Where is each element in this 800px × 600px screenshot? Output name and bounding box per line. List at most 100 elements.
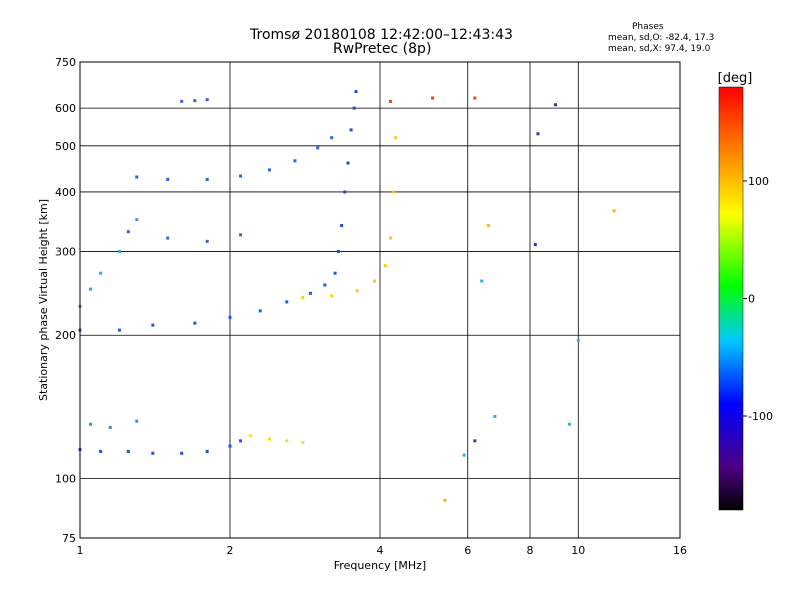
data-point bbox=[285, 439, 289, 443]
data-point bbox=[151, 451, 155, 455]
data-point bbox=[389, 236, 393, 240]
x-tick-label: 4 bbox=[377, 544, 384, 557]
data-point bbox=[336, 249, 340, 253]
y-tick-label: 600 bbox=[55, 102, 76, 115]
data-point bbox=[267, 168, 271, 172]
y-tick-label: 750 bbox=[55, 56, 76, 69]
data-point bbox=[301, 441, 305, 445]
colorbar-tick-label: 0 bbox=[748, 293, 755, 306]
data-point bbox=[166, 177, 170, 181]
data-point bbox=[239, 233, 243, 237]
colorbar-tick-labels: 100 0 -100 bbox=[743, 175, 773, 423]
y-axis-label: Stationary phase Virtual Height [km] bbox=[37, 199, 50, 401]
data-point bbox=[126, 230, 130, 234]
data-point bbox=[205, 449, 209, 453]
data-point bbox=[612, 209, 616, 213]
data-point bbox=[135, 218, 139, 222]
data-point bbox=[258, 309, 262, 313]
data-point bbox=[373, 279, 377, 283]
data-point bbox=[126, 449, 130, 453]
data-point bbox=[180, 451, 184, 455]
data-point bbox=[285, 300, 289, 304]
x-tick-label: 16 bbox=[673, 544, 687, 557]
data-point bbox=[180, 99, 184, 103]
data-point bbox=[567, 422, 571, 426]
data-point bbox=[473, 96, 477, 100]
x-tick-label: 1 bbox=[77, 544, 84, 557]
data-point bbox=[293, 159, 297, 163]
data-point bbox=[473, 439, 477, 443]
data-point bbox=[533, 243, 537, 247]
data-point bbox=[89, 422, 93, 426]
data-point bbox=[193, 99, 197, 103]
x-axis-label: Frequency [MHz] bbox=[334, 559, 426, 572]
data-point bbox=[340, 224, 344, 228]
data-point bbox=[493, 414, 497, 418]
x-tick-labels: 1 2 4 6 8 10 16 bbox=[77, 544, 688, 557]
data-point bbox=[308, 291, 312, 295]
data-point bbox=[249, 434, 253, 438]
data-point bbox=[394, 136, 398, 140]
data-point bbox=[135, 175, 139, 179]
colorbar-tick-label: 100 bbox=[748, 175, 769, 188]
data-point bbox=[330, 136, 334, 140]
phase-stats-heading: Phases bbox=[632, 22, 664, 32]
y-tick-label: 500 bbox=[55, 140, 76, 153]
colorbar bbox=[718, 86, 744, 511]
grid-lines bbox=[79, 61, 681, 539]
data-point bbox=[166, 236, 170, 240]
data-point bbox=[553, 103, 557, 107]
data-point bbox=[486, 224, 490, 228]
x-tick-label: 2 bbox=[227, 544, 234, 557]
data-point bbox=[536, 132, 540, 136]
data-point bbox=[228, 444, 232, 448]
data-point bbox=[333, 271, 337, 275]
data-point bbox=[117, 328, 121, 332]
y-tick-label: 300 bbox=[55, 245, 76, 258]
phase-stats-o: mean, sd,O: -82.4, 17.3 bbox=[608, 33, 715, 43]
data-point bbox=[349, 128, 353, 132]
data-point bbox=[117, 249, 121, 253]
data-point bbox=[389, 99, 393, 103]
data-point bbox=[343, 190, 347, 194]
data-point bbox=[239, 174, 243, 178]
data-point bbox=[352, 106, 356, 110]
data-point bbox=[346, 161, 350, 165]
title-line2: RwPretec (8p) bbox=[333, 41, 432, 57]
data-point bbox=[205, 239, 209, 243]
y-tick-label: 75 bbox=[62, 532, 76, 545]
y-tick-label: 400 bbox=[55, 186, 76, 199]
data-point bbox=[443, 498, 447, 502]
data-point bbox=[99, 449, 103, 453]
data-point bbox=[431, 96, 435, 100]
data-point bbox=[89, 287, 93, 291]
x-tick-label: 6 bbox=[464, 544, 471, 557]
title-line1: Tromsø 20180108 12:42:00–12:43:43 bbox=[250, 27, 513, 43]
phase-stats-x: mean, sd,X: 97.4, 19.0 bbox=[608, 44, 711, 54]
data-point bbox=[193, 321, 197, 325]
data-point bbox=[462, 453, 466, 457]
data-point bbox=[99, 271, 103, 275]
y-tick-labels: 75 100 200 300 400 500 600 750 bbox=[55, 56, 76, 545]
data-point bbox=[316, 146, 320, 150]
data-point bbox=[108, 425, 112, 429]
data-point bbox=[228, 315, 232, 319]
y-tick-label: 100 bbox=[55, 473, 76, 486]
plot-frame bbox=[79, 61, 681, 539]
data-point bbox=[135, 419, 139, 423]
data-point bbox=[205, 177, 209, 181]
data-point bbox=[355, 289, 359, 293]
data-point bbox=[267, 437, 271, 441]
y-tick-label: 200 bbox=[55, 329, 76, 342]
data-point bbox=[354, 90, 358, 94]
data-point bbox=[576, 338, 580, 342]
data-points bbox=[78, 90, 616, 502]
colorbar-tick-label: -100 bbox=[748, 410, 773, 423]
data-point bbox=[391, 190, 395, 194]
data-point bbox=[151, 323, 155, 327]
data-point bbox=[323, 283, 327, 287]
colorbar-label: [deg] bbox=[718, 71, 753, 86]
x-tick-label: 8 bbox=[527, 544, 534, 557]
x-tick-label: 10 bbox=[571, 544, 585, 557]
